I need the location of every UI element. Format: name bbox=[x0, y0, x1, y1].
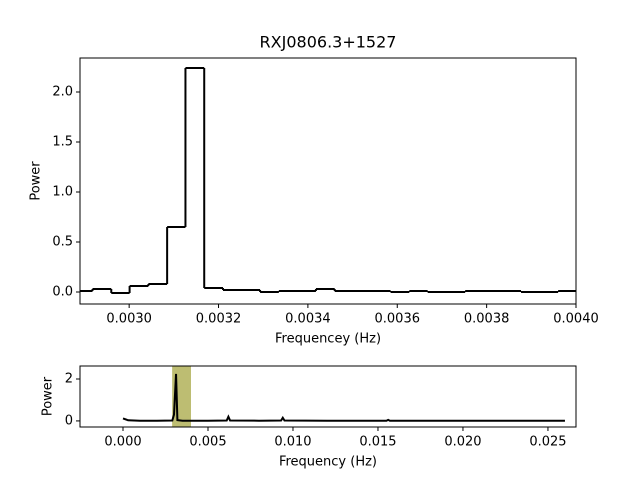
y-tick-label: 0.0 bbox=[52, 285, 73, 300]
x-axis-label: Frequencey (Hz) bbox=[275, 332, 381, 347]
x-axis-label: Frequency (Hz) bbox=[279, 455, 377, 470]
x-tick-label: 0.0038 bbox=[464, 312, 510, 327]
y-tick-label: 0.5 bbox=[52, 235, 73, 250]
y-axis-label: Power bbox=[41, 376, 56, 416]
y-tick-label: 1.5 bbox=[52, 135, 73, 150]
x-tick-label: 0.0036 bbox=[375, 312, 421, 327]
y-tick-label: 2.0 bbox=[52, 85, 73, 100]
plot-area bbox=[122, 366, 565, 427]
x-tick-label: 0.0032 bbox=[196, 312, 242, 327]
chart-title: RXJ0806.3+1527 bbox=[260, 33, 397, 52]
x-tick-label: 0.025 bbox=[529, 435, 566, 450]
x-tick-label: 0.020 bbox=[444, 435, 481, 450]
x-tick-label: 0.0034 bbox=[285, 312, 331, 327]
y-tick-label: 0 bbox=[65, 413, 73, 428]
y-tick-label: 2 bbox=[65, 371, 73, 386]
x-tick-label: 0.0030 bbox=[106, 312, 152, 327]
x-tick-label: 0.000 bbox=[104, 435, 141, 450]
x-tick-label: 0.0040 bbox=[553, 312, 599, 327]
y-axis-label: Power bbox=[29, 161, 44, 201]
line bbox=[122, 373, 565, 422]
axes-frame bbox=[79, 365, 577, 428]
plot-area bbox=[80, 67, 576, 294]
axes-frame bbox=[79, 57, 577, 305]
x-tick-label: 0.005 bbox=[189, 435, 226, 450]
x-tick-label: 0.010 bbox=[274, 435, 311, 450]
y-tick-label: 1.0 bbox=[52, 185, 73, 200]
x-tick-label: 0.015 bbox=[359, 435, 396, 450]
